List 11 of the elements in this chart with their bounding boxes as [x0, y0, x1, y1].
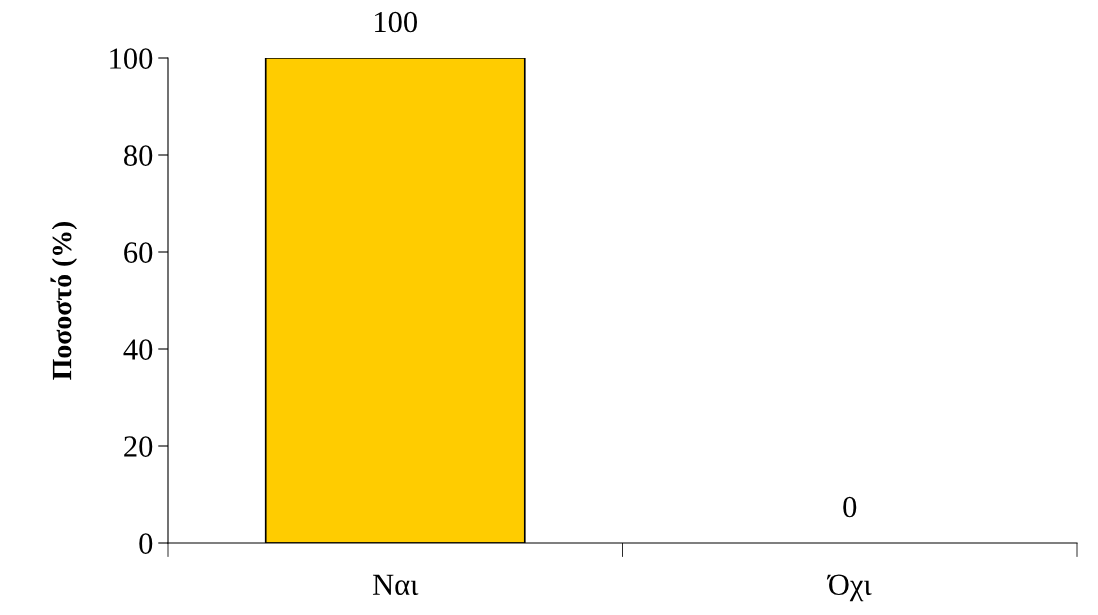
x-tick-label: Όχι — [826, 574, 872, 602]
x-tick-label: Ναι — [372, 574, 419, 596]
y-tick-label: 40 — [123, 339, 153, 360]
data-label: 0 — [843, 496, 857, 518]
y-tick-label: 20 — [124, 436, 153, 457]
data-label: 100 — [375, 11, 417, 33]
y-tick-label: 0 — [139, 533, 153, 554]
y-tick-label: 100 — [110, 48, 153, 69]
y-tick-label: 80 — [124, 145, 153, 166]
y-tick-label: 60 — [124, 242, 153, 263]
y-axis-title: Ποσοστό (%) — [50, 221, 78, 380]
